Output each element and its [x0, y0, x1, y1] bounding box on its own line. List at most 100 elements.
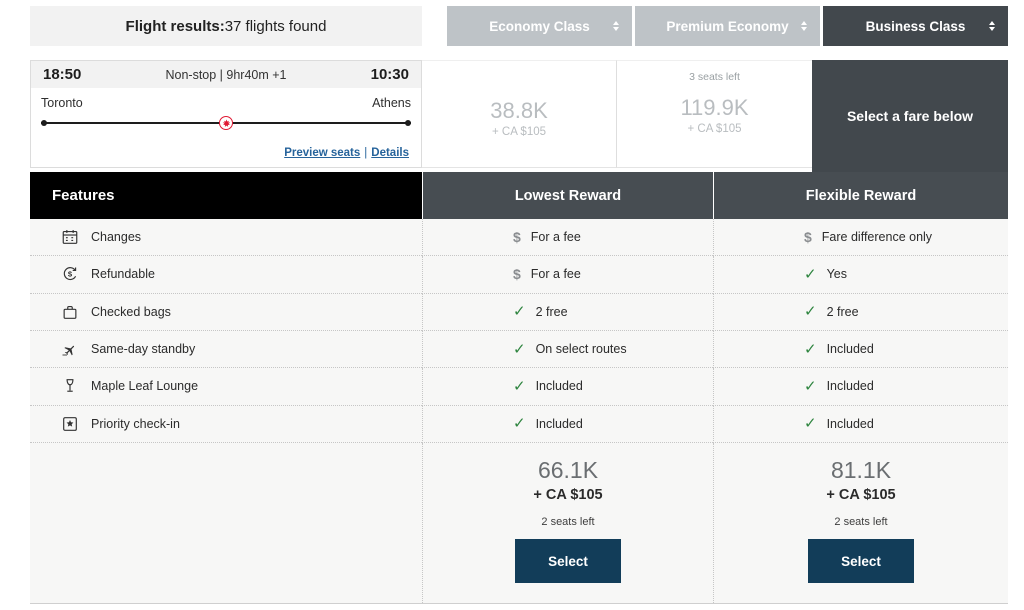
table-row-checked-bags: Checked bags ✓ 2 free ✓ 2 free	[30, 293, 1008, 331]
lowest-reward-cell: ✓ Included	[422, 405, 713, 443]
feature-cell: Checked bags	[30, 294, 422, 331]
lowest-miles: 66.1K	[537, 457, 599, 483]
feature-label: Changes	[91, 230, 142, 245]
economy-fare-cell[interactable]: 38.8K + CA $105	[422, 60, 617, 168]
tab-premium-label: Premium Economy	[666, 18, 789, 34]
route-line	[41, 116, 411, 130]
tab-premium-economy[interactable]: Premium Economy	[635, 6, 820, 46]
cell-text: Included	[826, 379, 874, 394]
flight-card-links: Preview seats | Details	[284, 147, 409, 159]
origin-dot	[41, 120, 47, 126]
feature-label: Same-day standby	[91, 342, 196, 357]
premium-miles: 119.9K	[680, 95, 749, 120]
route-summary: Non-stop | 9hr40m +1	[165, 67, 287, 82]
features-header: Features	[30, 172, 422, 219]
fare-features-table: Changes $ For a fee $ Fare difference on…	[30, 219, 1008, 443]
standby-plane-icon	[60, 340, 79, 359]
business-select-fare-prompt: Select a fare below	[812, 60, 1008, 172]
flexible-reward-cell: $ Fare difference only	[713, 219, 1008, 257]
feature-cell: Priority check-in	[30, 406, 422, 443]
origin-city: Toronto	[41, 96, 83, 110]
cell-text: For a fee	[530, 267, 581, 282]
tab-business-class[interactable]: Business Class	[823, 6, 1008, 46]
check-icon: ✓	[804, 340, 817, 358]
lounge-glass-icon	[60, 377, 79, 396]
details-link[interactable]: Details	[371, 147, 409, 159]
economy-miles: 38.8K	[490, 98, 548, 123]
feature-cell: Changes	[30, 219, 422, 257]
check-icon: ✓	[804, 415, 817, 433]
flexible-miles: 81.1K	[830, 457, 892, 483]
flexible-reward-cell: ✓ Included	[713, 330, 1008, 369]
cell-text: Included	[826, 342, 874, 357]
tab-economy-class[interactable]: Economy Class	[447, 6, 632, 46]
dollar-icon: $	[513, 266, 521, 283]
flexible-cash: + CA $105	[826, 487, 896, 503]
pricing-section: 66.1K + CA $105 2 seats left Select 81.1…	[30, 443, 1008, 604]
table-row-changes: Changes $ For a fee $ Fare difference on…	[30, 219, 1008, 257]
lowest-reward-cell: $ For a fee	[422, 256, 713, 294]
destination-dot	[405, 120, 411, 126]
lowest-reward-cell: ✓ 2 free	[422, 293, 713, 331]
features-header-label: Features	[52, 187, 115, 204]
cell-text: For a fee	[530, 230, 581, 245]
cell-text: On select routes	[535, 342, 627, 357]
tab-economy-label: Economy Class	[489, 18, 590, 34]
departure-time: 18:50	[43, 66, 82, 83]
feature-label: Checked bags	[91, 304, 171, 319]
premium-cash: + CA $105	[687, 123, 742, 136]
feature-cell: Same-day standby	[30, 331, 422, 369]
lowest-reward-label: Lowest Reward	[514, 187, 622, 204]
cell-text: Included	[535, 416, 583, 431]
chevron-updown-icon	[613, 21, 619, 31]
feature-cell: Maple Leaf Lounge	[30, 368, 422, 406]
check-icon: ✓	[513, 377, 526, 395]
lowest-reward-price-cell: 66.1K + CA $105 2 seats left Select	[422, 443, 713, 603]
table-row-same-day-standby: Same-day standby ✓ On select routes ✓ In…	[30, 330, 1008, 369]
calendar-icon	[60, 228, 79, 247]
premium-fare-cell[interactable]: 3 seats left 119.9K + CA $105	[617, 60, 812, 168]
check-icon: ✓	[804, 265, 817, 283]
route-cities: Toronto Athens	[31, 96, 421, 110]
destination-city: Athens	[372, 96, 411, 110]
cell-text: Included	[535, 379, 583, 394]
cell-text: 2 free	[535, 304, 568, 319]
lowest-reward-cell: ✓ Included	[422, 368, 713, 406]
lowest-seats-left: 2 seats left	[541, 516, 595, 528]
chevron-updown-icon	[989, 21, 995, 31]
svg-text:$: $	[67, 270, 72, 279]
chevron-updown-icon	[801, 21, 807, 31]
cell-text: Included	[826, 416, 874, 431]
flexible-reward-header: Flexible Reward	[714, 172, 1008, 219]
results-label: Flight results:	[125, 17, 225, 35]
dollar-icon: $	[804, 229, 812, 246]
lowest-reward-cell: $ For a fee	[422, 219, 713, 257]
flexible-seats-left: 2 seats left	[834, 516, 888, 528]
preview-seats-link[interactable]: Preview seats	[284, 147, 361, 159]
check-icon: ✓	[513, 415, 526, 433]
cell-text: 2 free	[826, 304, 859, 319]
pricing-empty-cell	[30, 443, 422, 603]
cell-text: Fare difference only	[821, 230, 933, 245]
flexible-reward-cell: ✓ Included	[713, 405, 1008, 443]
lowest-reward-cell: ✓ On select routes	[422, 330, 713, 369]
flight-card: 18:50 Non-stop | 9hr40m +1 10:30 Toronto…	[30, 60, 422, 168]
cabin-class-tabs: Economy Class Premium Economy Business C…	[447, 6, 1008, 46]
flexible-reward-cell: ✓ Yes	[713, 256, 1008, 294]
table-row-maple-leaf-lounge: Maple Leaf Lounge ✓ Included ✓ Included	[30, 368, 1008, 406]
flexible-reward-price-cell: 81.1K + CA $105 2 seats left Select	[713, 443, 1008, 603]
select-lowest-reward-button[interactable]: Select	[515, 539, 621, 583]
refund-dollar-icon: $	[60, 265, 79, 284]
flexible-reward-label: Flexible Reward	[805, 187, 917, 204]
check-icon: ✓	[804, 303, 817, 321]
flight-results-bar: Flight results:37 flights found	[30, 6, 422, 46]
lowest-cash: + CA $105	[533, 487, 603, 503]
economy-cash: + CA $105	[491, 126, 547, 139]
dollar-icon: $	[513, 229, 521, 246]
premium-seats-left: 3 seats left	[689, 71, 740, 83]
feature-label: Priority check-in	[91, 416, 180, 431]
select-flexible-reward-button[interactable]: Select	[808, 539, 914, 583]
lowest-reward-header: Lowest Reward	[423, 172, 713, 219]
flight-times-strip: 18:50 Non-stop | 9hr40m +1 10:30	[31, 61, 421, 88]
link-separator: |	[364, 147, 368, 159]
